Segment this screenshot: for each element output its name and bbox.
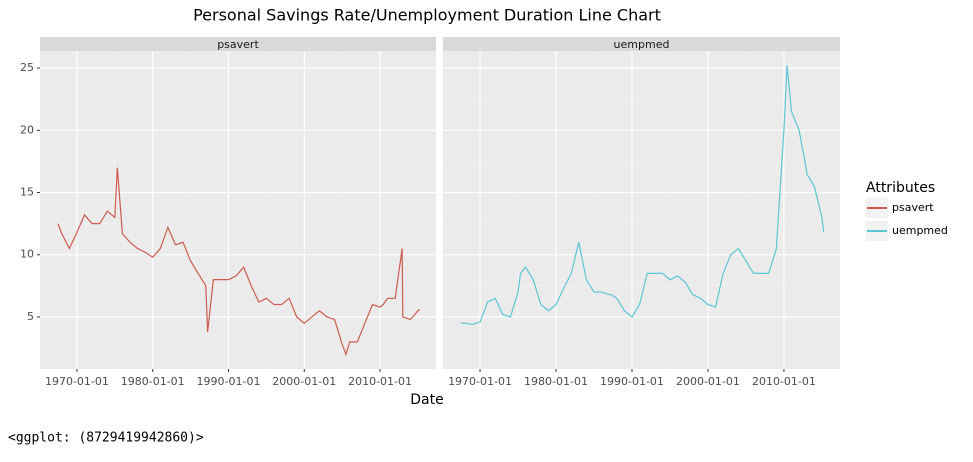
- x-tick-label: 1990-01-01: [197, 375, 261, 388]
- strip-background: [443, 37, 840, 51]
- x-axis-label: Date: [410, 392, 443, 408]
- legend-label: psavert: [892, 201, 934, 214]
- strip-label: psavert: [217, 38, 259, 51]
- legend-label: uempmed: [892, 224, 948, 237]
- chart-title: Personal Savings Rate/Unemployment Durat…: [193, 6, 661, 25]
- x-tick-label: 1980-01-01: [524, 375, 588, 388]
- series-line: [57, 167, 421, 357]
- y-tick-label: 10: [20, 248, 34, 261]
- x-tick-label: 1970-01-01: [448, 375, 512, 388]
- x-tick-label: 2000-01-01: [676, 375, 740, 388]
- x-tick-label: 1990-01-01: [600, 375, 664, 388]
- x-tick-label: 1970-01-01: [45, 375, 109, 388]
- y-tick-label: 20: [20, 123, 34, 136]
- series-line: [461, 65, 825, 326]
- x-tick-label: 2000-01-01: [272, 375, 336, 388]
- panel-background: [443, 51, 840, 369]
- footer: <ggplot: (8729419942860)>: [8, 431, 204, 446]
- x-tick-label: 1980-01-01: [121, 375, 185, 388]
- x-tick-label: 2010-01-01: [752, 375, 816, 388]
- x-tick-label: 2010-01-01: [348, 375, 412, 388]
- legend-title: Attributes: [866, 180, 935, 196]
- y-tick-label: 5: [27, 310, 34, 323]
- strip-label: uempmed: [614, 38, 670, 51]
- y-tick-label: 15: [20, 186, 34, 199]
- panel-background: [40, 51, 436, 369]
- strip-background: [40, 37, 436, 51]
- y-tick-label: 25: [20, 61, 34, 74]
